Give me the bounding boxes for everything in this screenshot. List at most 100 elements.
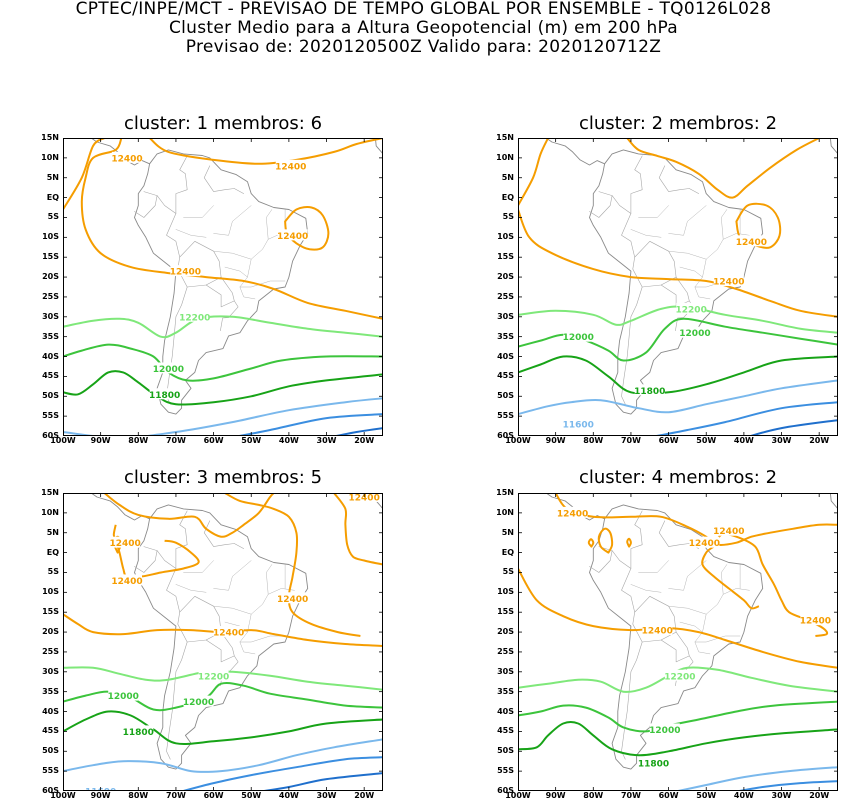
lat-label: 15S bbox=[42, 252, 59, 262]
contour-label-background bbox=[713, 275, 744, 287]
contour-label-12400: 12400 bbox=[111, 154, 142, 164]
country-border bbox=[660, 631, 690, 663]
country-border bbox=[134, 195, 158, 218]
lat-label: 20S bbox=[42, 272, 59, 282]
contour-line-11600 bbox=[63, 397, 383, 436]
lat-label: EQ bbox=[46, 192, 59, 202]
contour-label-background bbox=[557, 506, 588, 518]
contour-label-background bbox=[689, 536, 720, 548]
contour-label-background bbox=[179, 310, 210, 322]
contour-label-background bbox=[277, 229, 308, 241]
country-border bbox=[166, 568, 180, 625]
country-border bbox=[205, 276, 235, 308]
lat-label: 50S bbox=[42, 391, 59, 401]
lon-label: 30W bbox=[316, 436, 337, 445]
lat-label: 55S bbox=[497, 411, 514, 421]
state-border bbox=[668, 205, 707, 236]
contour-line-11800 bbox=[63, 710, 383, 745]
state-border bbox=[213, 560, 252, 591]
state-border bbox=[266, 564, 273, 595]
lat-label: 40S bbox=[497, 351, 514, 361]
lat-label: 60S bbox=[497, 786, 514, 795]
country-border bbox=[166, 286, 188, 405]
country-border bbox=[143, 155, 188, 214]
contour-line-12400 bbox=[712, 533, 829, 637]
panel-title-cluster-2: cluster: 2 membros: 2 bbox=[578, 113, 778, 134]
state-border bbox=[668, 588, 750, 615]
lat-label: 5N bbox=[501, 527, 514, 537]
lat-label: 25S bbox=[42, 291, 59, 301]
lon-label: 50W bbox=[696, 436, 717, 445]
state-border bbox=[213, 588, 295, 615]
contour-line-12400 bbox=[518, 209, 838, 318]
contour-label-12000: 12000 bbox=[153, 365, 184, 375]
lon-label: 60W bbox=[203, 791, 224, 800]
lon-label: 20W bbox=[354, 436, 375, 445]
lon-label: 20W bbox=[809, 436, 830, 445]
lat-label: 45S bbox=[42, 726, 59, 736]
state-border bbox=[721, 564, 728, 595]
panel-title-cluster-1: cluster: 1 membros: 6 bbox=[123, 113, 323, 134]
state-border bbox=[679, 621, 703, 633]
lat-label: 5S bbox=[502, 567, 514, 577]
contour-label-12400: 12400 bbox=[277, 595, 308, 605]
lon-label: 30W bbox=[771, 436, 792, 445]
country-border bbox=[598, 510, 643, 569]
lon-label: 30W bbox=[771, 791, 792, 800]
contour-label-background bbox=[123, 725, 154, 737]
contour-label-background bbox=[634, 384, 665, 396]
lat-label: 10S bbox=[42, 232, 59, 242]
coastline-central-america bbox=[545, 138, 606, 166]
contour-label-background bbox=[183, 695, 214, 707]
lon-label: 100W bbox=[505, 436, 531, 445]
country-border bbox=[203, 165, 244, 194]
contour-label-background bbox=[679, 326, 710, 338]
lon-label: 80W bbox=[128, 791, 149, 800]
lon-label: 100W bbox=[50, 791, 76, 800]
lon-label: 40W bbox=[278, 791, 299, 800]
lon-label: 80W bbox=[128, 436, 149, 445]
lat-label: EQ bbox=[46, 547, 59, 557]
contour-line-12000 bbox=[518, 317, 838, 362]
contour-line-12400 bbox=[701, 545, 760, 610]
country-border bbox=[166, 641, 188, 760]
lon-label: 70W bbox=[165, 791, 186, 800]
lat-label: 5S bbox=[47, 567, 59, 577]
contour-line-12200 bbox=[63, 315, 383, 339]
contour-label-12400: 12400 bbox=[349, 493, 380, 503]
panel-title-cluster-4: cluster: 4 membros: 2 bbox=[578, 467, 778, 488]
lat-label: 5N bbox=[46, 172, 59, 182]
state-border bbox=[175, 229, 207, 238]
contour-line-12400 bbox=[518, 567, 838, 669]
lat-label: 40S bbox=[42, 706, 59, 716]
lon-label: 70W bbox=[620, 436, 641, 445]
lat-label: 30S bbox=[42, 666, 59, 676]
contour-label-12400: 12400 bbox=[689, 539, 720, 549]
contour-line-12400 bbox=[333, 493, 383, 566]
country-border bbox=[589, 195, 613, 218]
lon-label: 50W bbox=[241, 791, 262, 800]
country-border bbox=[143, 510, 188, 569]
contour-label-12000: 12000 bbox=[108, 692, 139, 702]
state-border bbox=[694, 286, 711, 300]
state-border bbox=[175, 584, 207, 593]
map-frame bbox=[518, 138, 838, 436]
contour-label-11800: 11800 bbox=[638, 760, 669, 770]
contour-label-background bbox=[198, 669, 229, 681]
lat-label: 10S bbox=[42, 587, 59, 597]
contour-label-12400: 12400 bbox=[713, 527, 744, 537]
lat-label: EQ bbox=[501, 547, 514, 557]
contour-label-background bbox=[736, 235, 767, 247]
lat-label: 50S bbox=[42, 746, 59, 756]
country-border bbox=[621, 568, 635, 625]
map-frame bbox=[518, 493, 838, 791]
contour-label-background bbox=[277, 592, 308, 604]
coastline-south-america bbox=[134, 504, 309, 770]
state-border bbox=[213, 205, 252, 236]
lat-label: 25S bbox=[497, 646, 514, 656]
lat-label: 15N bbox=[41, 488, 59, 497]
state-border bbox=[638, 205, 669, 218]
state-border bbox=[183, 560, 214, 573]
contour-label-12200: 12200 bbox=[198, 672, 229, 682]
lat-label: 25S bbox=[497, 291, 514, 301]
